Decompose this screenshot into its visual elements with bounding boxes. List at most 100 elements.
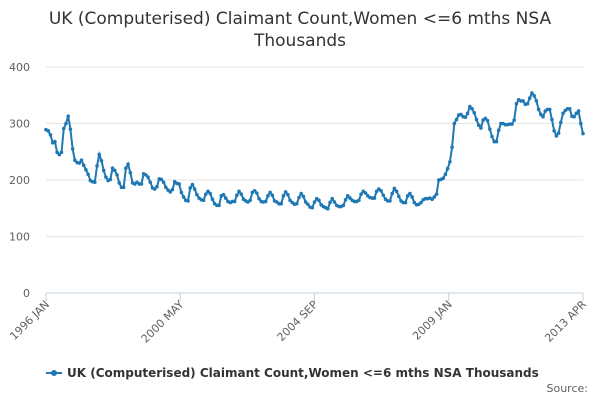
data-point[interactable] [232, 199, 237, 204]
data-point[interactable] [312, 200, 317, 204]
data-point[interactable] [210, 197, 215, 202]
data-point[interactable] [266, 194, 270, 198]
data-point[interactable] [567, 107, 572, 111]
data-point[interactable] [581, 131, 585, 136]
data-point[interactable] [445, 166, 450, 171]
data-point[interactable] [255, 191, 259, 195]
data-point[interactable] [201, 198, 206, 203]
data-point[interactable] [328, 200, 332, 205]
data-point[interactable] [494, 139, 499, 144]
data-point[interactable] [474, 117, 479, 122]
data-point[interactable] [286, 192, 290, 197]
data-point[interactable] [190, 182, 195, 187]
data-point[interactable] [514, 101, 519, 106]
data-point[interactable] [412, 200, 417, 205]
data-point[interactable] [554, 134, 559, 138]
data-point[interactable] [299, 191, 303, 196]
data-point[interactable] [268, 190, 272, 195]
data-point[interactable] [454, 117, 459, 122]
data-point[interactable] [146, 175, 150, 179]
data-point[interactable] [239, 192, 244, 196]
data-point[interactable] [61, 126, 66, 131]
data-point[interactable] [443, 172, 448, 177]
data-point[interactable] [536, 107, 541, 112]
data-point[interactable] [332, 200, 337, 204]
data-point[interactable] [283, 190, 288, 194]
data-point[interactable] [452, 121, 457, 126]
data-point[interactable] [343, 197, 348, 202]
data-point[interactable] [363, 191, 368, 195]
data-point[interactable] [379, 188, 383, 193]
data-point[interactable] [441, 176, 446, 181]
data-point[interactable] [432, 195, 437, 199]
data-point[interactable] [532, 94, 536, 98]
data-point[interactable] [392, 186, 397, 191]
data-point[interactable] [317, 198, 321, 203]
data-point[interactable] [434, 192, 439, 196]
data-point[interactable] [496, 128, 501, 133]
data-point[interactable] [397, 194, 401, 199]
data-point[interactable] [552, 129, 556, 133]
data-point[interactable] [110, 166, 115, 170]
data-point[interactable] [348, 196, 352, 200]
data-point[interactable] [237, 189, 241, 194]
data-point[interactable] [139, 182, 144, 186]
data-point[interactable] [53, 139, 57, 144]
data-point[interactable] [561, 111, 565, 116]
data-point[interactable] [161, 180, 166, 185]
data-point[interactable] [419, 200, 423, 205]
data-point[interactable] [490, 134, 494, 139]
data-point[interactable] [128, 170, 133, 175]
data-point[interactable] [459, 112, 463, 117]
data-point[interactable] [530, 91, 534, 95]
data-point[interactable] [57, 152, 62, 157]
data-point[interactable] [281, 194, 286, 198]
data-point[interactable] [534, 99, 539, 103]
data-point[interactable] [168, 190, 173, 194]
data-point[interactable] [465, 111, 470, 116]
data-point[interactable] [86, 172, 90, 177]
data-point[interactable] [372, 196, 377, 200]
data-point[interactable] [117, 181, 122, 185]
data-point[interactable] [374, 189, 379, 194]
data-point[interactable] [144, 173, 148, 177]
data-point[interactable] [306, 202, 310, 207]
data-point[interactable] [485, 118, 490, 123]
data-point[interactable] [525, 101, 530, 106]
data-point[interactable] [170, 187, 175, 192]
data-point[interactable] [79, 158, 84, 163]
data-point[interactable] [95, 164, 99, 168]
data-point[interactable] [99, 158, 104, 163]
data-point[interactable] [301, 194, 306, 199]
data-point[interactable] [64, 121, 68, 126]
data-point[interactable] [221, 192, 226, 197]
data-point[interactable] [68, 127, 73, 131]
data-point[interactable] [550, 117, 554, 122]
data-point[interactable] [97, 152, 102, 157]
data-point[interactable] [345, 194, 350, 198]
data-point[interactable] [263, 199, 268, 204]
data-point[interactable] [472, 110, 477, 115]
data-point[interactable] [115, 173, 119, 177]
data-point[interactable] [223, 196, 228, 200]
data-point[interactable] [357, 198, 361, 203]
data-point[interactable] [121, 185, 126, 190]
data-point[interactable] [547, 107, 552, 112]
data-point[interactable] [539, 112, 543, 117]
data-point[interactable] [112, 168, 117, 173]
data-point[interactable] [186, 199, 190, 203]
data-point[interactable] [394, 189, 399, 194]
data-point[interactable] [488, 127, 492, 131]
data-point[interactable] [559, 120, 563, 125]
data-point[interactable] [81, 163, 86, 168]
data-point[interactable] [66, 114, 70, 118]
data-point[interactable] [124, 166, 128, 170]
data-point[interactable] [55, 150, 59, 155]
data-point[interactable] [126, 162, 130, 166]
data-point[interactable] [104, 175, 108, 179]
data-point[interactable] [403, 200, 408, 205]
data-point[interactable] [48, 133, 53, 137]
data-point[interactable] [572, 114, 576, 119]
data-point[interactable] [381, 193, 386, 198]
data-point[interactable] [408, 191, 412, 196]
